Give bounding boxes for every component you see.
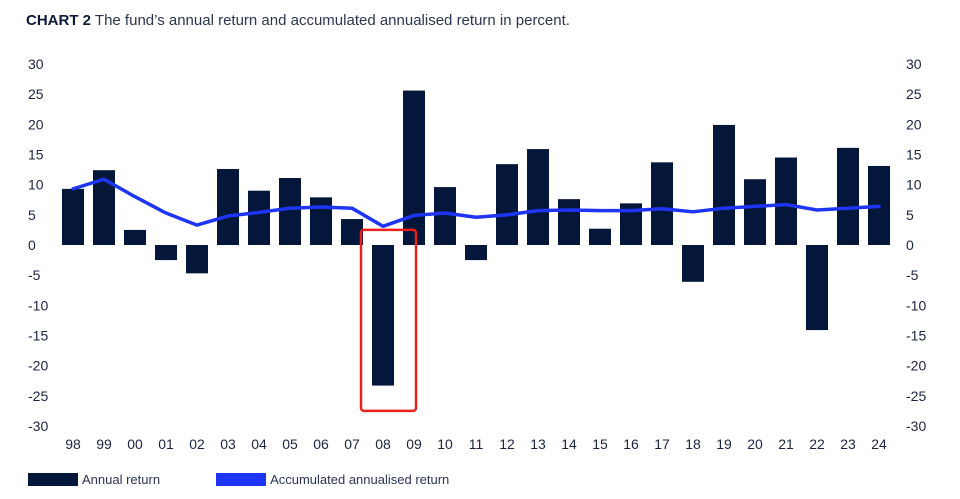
y-tick-left: -15 bbox=[28, 328, 48, 344]
y-tick-left: -30 bbox=[28, 418, 48, 434]
bar-00 bbox=[124, 229, 146, 245]
chart-title-text: The fund’s annual return and accumulated… bbox=[94, 12, 570, 29]
bar-06 bbox=[310, 197, 332, 245]
x-tick-04: 04 bbox=[251, 436, 267, 452]
legend-swatch-annual-return bbox=[28, 473, 78, 486]
y-tick-left: -20 bbox=[28, 358, 48, 374]
y-tick-left: 20 bbox=[28, 116, 44, 132]
x-tick-16: 16 bbox=[623, 436, 639, 452]
x-tick-13: 13 bbox=[530, 436, 546, 452]
x-tick-10: 10 bbox=[437, 436, 453, 452]
y-tick-left: -5 bbox=[28, 267, 41, 283]
y-tick-right: 5 bbox=[906, 207, 914, 223]
y-tick-left: 5 bbox=[28, 207, 36, 223]
bar-13 bbox=[527, 149, 549, 245]
x-tick-23: 23 bbox=[840, 436, 856, 452]
bar-04 bbox=[248, 190, 270, 245]
x-tick-12: 12 bbox=[499, 436, 515, 452]
y-tick-left: -25 bbox=[28, 388, 48, 404]
legend: Annual return Accumulated annualised ret… bbox=[28, 472, 505, 487]
y-tick-left: -10 bbox=[28, 297, 48, 313]
y-tick-left: 15 bbox=[28, 147, 44, 163]
bar-08 bbox=[372, 245, 394, 386]
y-tick-right: 20 bbox=[906, 116, 922, 132]
x-tick-24: 24 bbox=[871, 436, 887, 452]
bar-18 bbox=[682, 245, 704, 282]
legend-label-annual-return: Annual return bbox=[82, 472, 161, 487]
legend-label-accumulated-return: Accumulated annualised return bbox=[270, 472, 450, 487]
y-tick-left: 25 bbox=[28, 86, 44, 102]
y-tick-right: 15 bbox=[906, 147, 922, 163]
x-tick-02: 02 bbox=[189, 436, 205, 452]
y-tick-right: -5 bbox=[906, 267, 919, 283]
bar-03 bbox=[217, 168, 239, 245]
y-tick-right: 10 bbox=[906, 177, 922, 193]
x-tick-06: 06 bbox=[313, 436, 329, 452]
x-tick-19: 19 bbox=[716, 436, 732, 452]
bar-20 bbox=[744, 179, 766, 245]
x-tick-05: 05 bbox=[282, 436, 298, 452]
x-tick-20: 20 bbox=[747, 436, 763, 452]
legend-item-annual-return: Annual return bbox=[28, 472, 160, 487]
legend-item-accumulated-return: Accumulated annualised return bbox=[216, 472, 449, 487]
x-tick-21: 21 bbox=[778, 436, 794, 452]
bar-05 bbox=[279, 178, 301, 245]
y-tick-right: -25 bbox=[906, 388, 926, 404]
x-tick-17: 17 bbox=[654, 436, 670, 452]
x-tick-00: 00 bbox=[127, 436, 143, 452]
x-tick-22: 22 bbox=[809, 436, 825, 452]
bar-10 bbox=[434, 187, 456, 245]
y-tick-right: 0 bbox=[906, 237, 914, 253]
x-tick-98: 98 bbox=[65, 436, 81, 452]
x-tick-03: 03 bbox=[220, 436, 236, 452]
bar-15 bbox=[589, 228, 611, 245]
bar-17 bbox=[651, 162, 673, 245]
bar-02 bbox=[186, 245, 208, 274]
bar-11 bbox=[465, 245, 487, 261]
x-tick-11: 11 bbox=[469, 436, 484, 452]
x-tick-99: 99 bbox=[96, 436, 112, 452]
x-tick-09: 09 bbox=[406, 436, 422, 452]
x-tick-07: 07 bbox=[344, 436, 360, 452]
bar-14 bbox=[558, 199, 580, 245]
y-tick-right: 30 bbox=[906, 56, 922, 72]
bar-22 bbox=[806, 245, 828, 331]
x-tick-08: 08 bbox=[375, 436, 391, 452]
bar-07 bbox=[341, 219, 363, 245]
bar-12 bbox=[496, 164, 518, 245]
bar-99 bbox=[93, 170, 115, 245]
x-tick-18: 18 bbox=[685, 436, 701, 452]
y-tick-right: 25 bbox=[906, 86, 922, 102]
y-tick-right: -15 bbox=[906, 328, 926, 344]
bar-98 bbox=[62, 188, 84, 245]
y-tick-right: -20 bbox=[906, 358, 926, 374]
bar-19 bbox=[713, 124, 735, 245]
bar-21 bbox=[775, 157, 797, 245]
bar-09 bbox=[403, 90, 425, 246]
y-tick-right: -10 bbox=[906, 297, 926, 313]
chart-number: CHART 2 bbox=[26, 12, 92, 29]
x-tick-14: 14 bbox=[561, 436, 577, 452]
chart-title: CHART 2 The fund’s annual return and acc… bbox=[26, 12, 570, 29]
y-tick-left: 0 bbox=[28, 237, 36, 253]
bar-01 bbox=[155, 245, 177, 261]
bar-23 bbox=[837, 147, 859, 245]
highlight-box-08 bbox=[359, 228, 418, 413]
bar-16 bbox=[620, 203, 642, 245]
x-tick-01: 01 bbox=[158, 436, 174, 452]
legend-swatch-accumulated-return bbox=[216, 473, 267, 486]
y-tick-left: 30 bbox=[28, 56, 44, 72]
y-tick-left: 10 bbox=[28, 177, 44, 193]
y-tick-right: -30 bbox=[906, 418, 926, 434]
x-tick-15: 15 bbox=[592, 436, 608, 452]
accumulated-return-line bbox=[71, 177, 881, 229]
